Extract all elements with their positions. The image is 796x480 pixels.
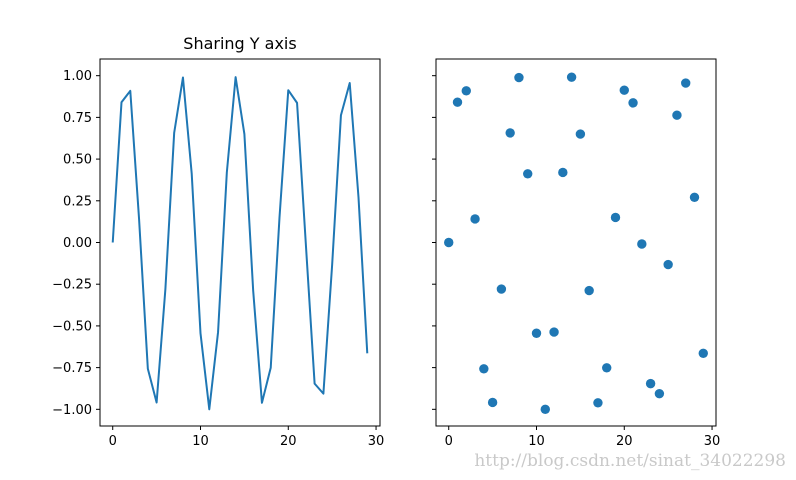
scatter-point <box>470 214 480 224</box>
scatter-point <box>575 129 586 139</box>
scatter-point <box>566 72 577 82</box>
scatter-point <box>619 85 629 95</box>
left-subplot-title: Sharing Y axis <box>183 34 296 53</box>
x-tick-label: 30 <box>368 434 385 449</box>
left-subplot-marks <box>111 76 369 411</box>
scatter-point <box>461 86 471 96</box>
scatter-point <box>698 348 708 358</box>
scatter-point <box>514 72 524 83</box>
watermark-text: http://blog.csdn.net/sinat_34022298 <box>474 451 786 471</box>
scatter-point <box>505 128 515 138</box>
scatter-point <box>628 98 638 108</box>
y-tick-label: 0.25 <box>63 194 92 209</box>
right-subplot: 0 10 20 30 <box>432 58 721 449</box>
scatter-point <box>549 327 559 337</box>
scatter-point <box>681 78 691 88</box>
scatter-point <box>610 212 621 223</box>
scatter-point <box>645 378 656 389</box>
scatter-point <box>496 284 507 294</box>
y-tick-label: 0.50 <box>63 153 92 168</box>
x-tick-label: 30 <box>704 434 721 449</box>
scatter-point <box>637 239 647 249</box>
y-tick-label: 0.00 <box>63 236 92 251</box>
scatter-point <box>663 259 673 270</box>
scatter-point <box>444 237 454 248</box>
scatter-point <box>654 388 665 399</box>
right-subplot-marks <box>444 72 708 415</box>
y-tick-label: 1.00 <box>63 69 92 84</box>
scatter-point <box>531 328 542 338</box>
scatter-point <box>672 110 682 120</box>
left-subplot: Sharing Y axis 0 10 20 30 1.00 0.75 0.50 0.25 0.… <box>52 34 384 449</box>
scatter-point <box>479 364 489 374</box>
y-tick-label: −0.75 <box>52 361 92 376</box>
y-tick-label: 0.75 <box>63 111 92 126</box>
right-subplot-frame <box>435 58 717 427</box>
x-tick-label: 0 <box>109 434 117 449</box>
scatter-point <box>523 169 533 179</box>
y-tick-label: −1.00 <box>52 403 92 418</box>
x-tick-label: 0 <box>445 434 453 449</box>
scatter-point <box>689 192 700 202</box>
scatter-point <box>593 398 603 408</box>
x-tick-label: 10 <box>192 434 209 449</box>
series-line <box>111 76 369 411</box>
scatter-point <box>602 363 612 373</box>
scatter-point <box>452 97 463 107</box>
left-subplot-frame <box>99 58 381 427</box>
right-subplot-ticks: 0 10 20 30 <box>432 75 721 449</box>
x-tick-label: 20 <box>280 434 297 449</box>
left-subplot-ticks: 0 10 20 30 1.00 0.75 0.50 0.25 0.00 −0.25 −0.50 −0.… <box>52 69 384 449</box>
scatter-point <box>540 404 550 415</box>
x-tick-label: 10 <box>528 434 545 449</box>
scatter-point <box>558 167 568 178</box>
scatter-point <box>584 285 594 296</box>
y-tick-label: −0.50 <box>52 319 92 334</box>
scatter-point <box>487 397 498 408</box>
y-tick-label: −0.25 <box>52 278 92 293</box>
x-tick-label: 20 <box>616 434 633 449</box>
